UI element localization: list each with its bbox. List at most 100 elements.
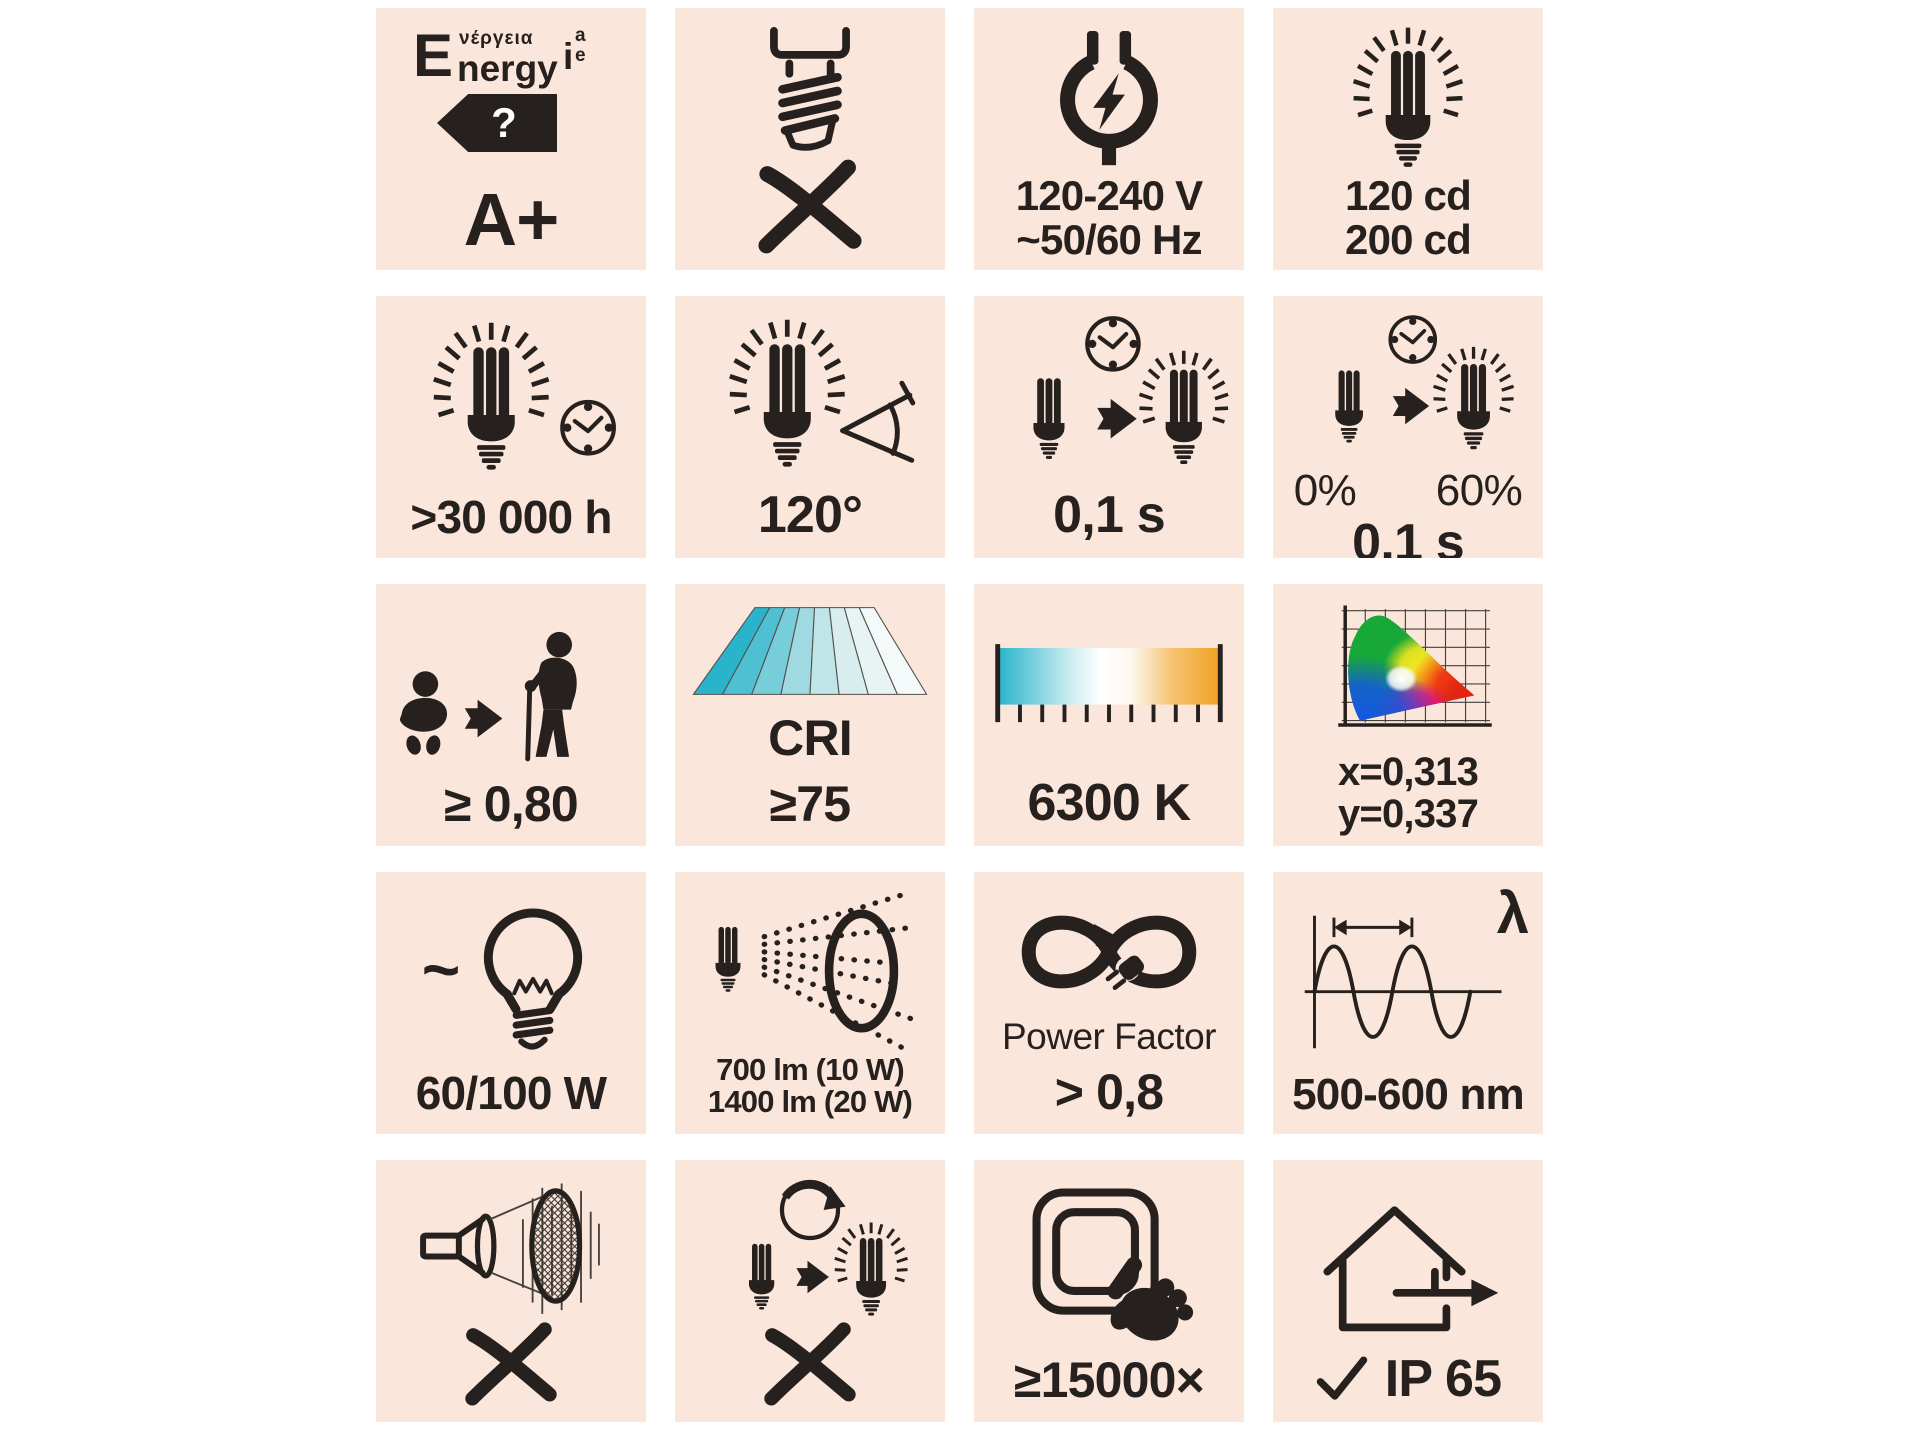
plug-icon <box>1060 31 1158 166</box>
flux-value-1: 700 lm (10 W) <box>716 1051 905 1087</box>
intensity-value-2: 200 cd <box>1345 215 1472 263</box>
cfl-bulb-off-icon <box>715 926 741 992</box>
warm-up-time-value: 0,1 s <box>1352 514 1464 558</box>
tile-cri: CRI ≥75 <box>675 584 945 846</box>
energy-logo-a: a <box>575 25 586 46</box>
tile-wavelength: λ 500-600 nm <box>1273 872 1543 1134</box>
switch-press-icon <box>1032 1188 1194 1341</box>
energy-logo-latin: nergy <box>457 48 558 89</box>
clock-icon <box>1087 318 1138 369</box>
tile-luminous-intensity: 120 cd 200 cd <box>1273 8 1543 270</box>
cfl-bulb-off-icon <box>748 1243 775 1310</box>
cri-value: ≥75 <box>769 776 851 832</box>
beam-spot-icon <box>529 1188 583 1304</box>
tile-lifetime: >30 000 h <box>376 296 646 558</box>
x-mark-icon <box>760 1322 860 1406</box>
arrow-right-icon <box>796 1260 829 1294</box>
color-temperature-value: 6300 K <box>1027 773 1192 832</box>
angle-icon <box>840 380 916 463</box>
tile-voltage: 120-240 V ~50/60 Hz <box>974 8 1244 270</box>
energy-logo-e: e <box>575 45 586 66</box>
flashlight-icon <box>420 1213 497 1279</box>
power-factor-value: > 0,8 <box>1054 1064 1164 1120</box>
cie-horseshoe <box>1348 615 1475 721</box>
tile-power-factor: Power Factor > 0,8 <box>974 872 1244 1134</box>
energy-rating-value: A+ <box>463 178 560 262</box>
switching-cycles-value: ≥15000× <box>1013 1352 1205 1408</box>
beam-angle-value: 120° <box>757 485 863 544</box>
arrow-tip-icon <box>1094 924 1115 947</box>
tile-beam-angle: 120° <box>675 296 945 558</box>
incandescent-bulb-icon <box>484 908 583 1050</box>
energy-class-arrow-icon: ? <box>437 94 557 152</box>
cie-diagram-icon <box>1338 605 1492 727</box>
tile-chromaticity: x=0,313 y=0,337 <box>1273 584 1543 846</box>
tile-switching-cycles: ≥15000× <box>974 1160 1244 1422</box>
x-mark-icon <box>461 1322 561 1406</box>
lifetime-value: >30 000 h <box>410 491 612 544</box>
wattage-equivalent-value: 60/100 W <box>415 1067 607 1120</box>
spotlight-beam-icon <box>420 1183 600 1314</box>
tile-socket-replacement <box>675 8 945 270</box>
lambda-symbol: λ <box>1496 881 1529 946</box>
sine-wave-icon <box>1304 915 1502 1049</box>
cfl-bulb-on-icon <box>434 323 549 470</box>
chromaticity-y: y=0,337 <box>1337 791 1479 836</box>
baby-icon <box>399 671 448 755</box>
start-time-icon <box>1033 312 1230 466</box>
warm-up-start-pct: 0% <box>1293 466 1357 515</box>
tile-warm-up-time: 0% 60% 0,1 s <box>1273 296 1543 558</box>
arrow-right-icon <box>464 699 503 738</box>
aging-icon <box>399 631 577 762</box>
tile-spotlight-use <box>376 1160 646 1422</box>
kelvin-scale-icon <box>995 644 1223 723</box>
bulb-and-clock-icon <box>399 319 623 487</box>
tile-ip-rating: IP 65 <box>1273 1160 1543 1422</box>
switch-icon <box>1032 1188 1159 1315</box>
hand-icon <box>1107 1256 1194 1341</box>
cri-label: CRI <box>768 710 853 766</box>
lightning-icon <box>1093 73 1125 130</box>
tile-start-time: 0,1 s <box>974 296 1244 558</box>
tile-luminous-flux: 700 lm (10 W) 1400 lm (20 W) <box>675 872 945 1134</box>
dimmer-icon <box>748 1179 910 1318</box>
icon-grid: E νέργεια nergy i a e ? A+ <box>376 8 1543 1422</box>
wavelength-value: 500-600 nm <box>1292 1070 1525 1120</box>
clock-icon <box>1388 315 1438 364</box>
warm-up-icon <box>1335 315 1516 451</box>
cfl-bulb-on-icon <box>1431 345 1516 451</box>
plug-end-icon <box>1105 955 1145 991</box>
arrow-right-icon <box>1392 387 1430 425</box>
tile-color-temperature: 6300 K <box>974 584 1244 846</box>
lens-icon <box>824 909 899 1033</box>
house-outdoor-icon <box>1323 1206 1499 1332</box>
energy-label: E νέργεια nergy i a e ? A+ <box>413 24 609 262</box>
arrow-right-icon <box>1097 398 1137 439</box>
cfl-bulb-on-icon <box>1137 348 1230 466</box>
chromaticity-x: x=0,313 <box>1337 750 1479 794</box>
cfl-bulb-on-icon <box>833 1221 910 1318</box>
cfl-bulb-on-icon <box>1350 24 1466 174</box>
cfl-bulb-on-icon <box>730 320 845 467</box>
x-mark-icon <box>758 159 862 254</box>
warm-up-end-pct: 60% <box>1435 466 1523 515</box>
intensity-value-1: 120 cd <box>1345 172 1472 219</box>
ip-rating-value: IP 65 <box>1384 1349 1502 1408</box>
flux-value-2: 1400 lm (20 W) <box>707 1083 913 1119</box>
energy-logo-letter: E <box>413 22 454 89</box>
question-mark: ? <box>491 99 517 146</box>
frequency-value: ~50/60 Hz <box>1016 215 1202 263</box>
flux-lens-icon <box>715 889 918 1050</box>
clock-icon <box>562 402 614 454</box>
energy-logo-i: i <box>563 36 574 77</box>
tile-dimming <box>675 1160 945 1422</box>
tile-lumen-maintenance: ≥ 0,80 <box>376 584 646 846</box>
elderly-icon <box>524 631 577 762</box>
lumen-maintenance-value: ≥ 0,80 <box>444 776 579 832</box>
infinity-plug-icon <box>1021 915 1197 991</box>
energy-label-logo: E νέργεια nergy i a e ? <box>413 26 609 154</box>
tile-energy-rating: E νέργεια nergy i a e ? A+ <box>376 8 646 270</box>
ac-tilde: ~ <box>421 932 461 1007</box>
power-factor-label: Power Factor <box>1001 1016 1217 1057</box>
